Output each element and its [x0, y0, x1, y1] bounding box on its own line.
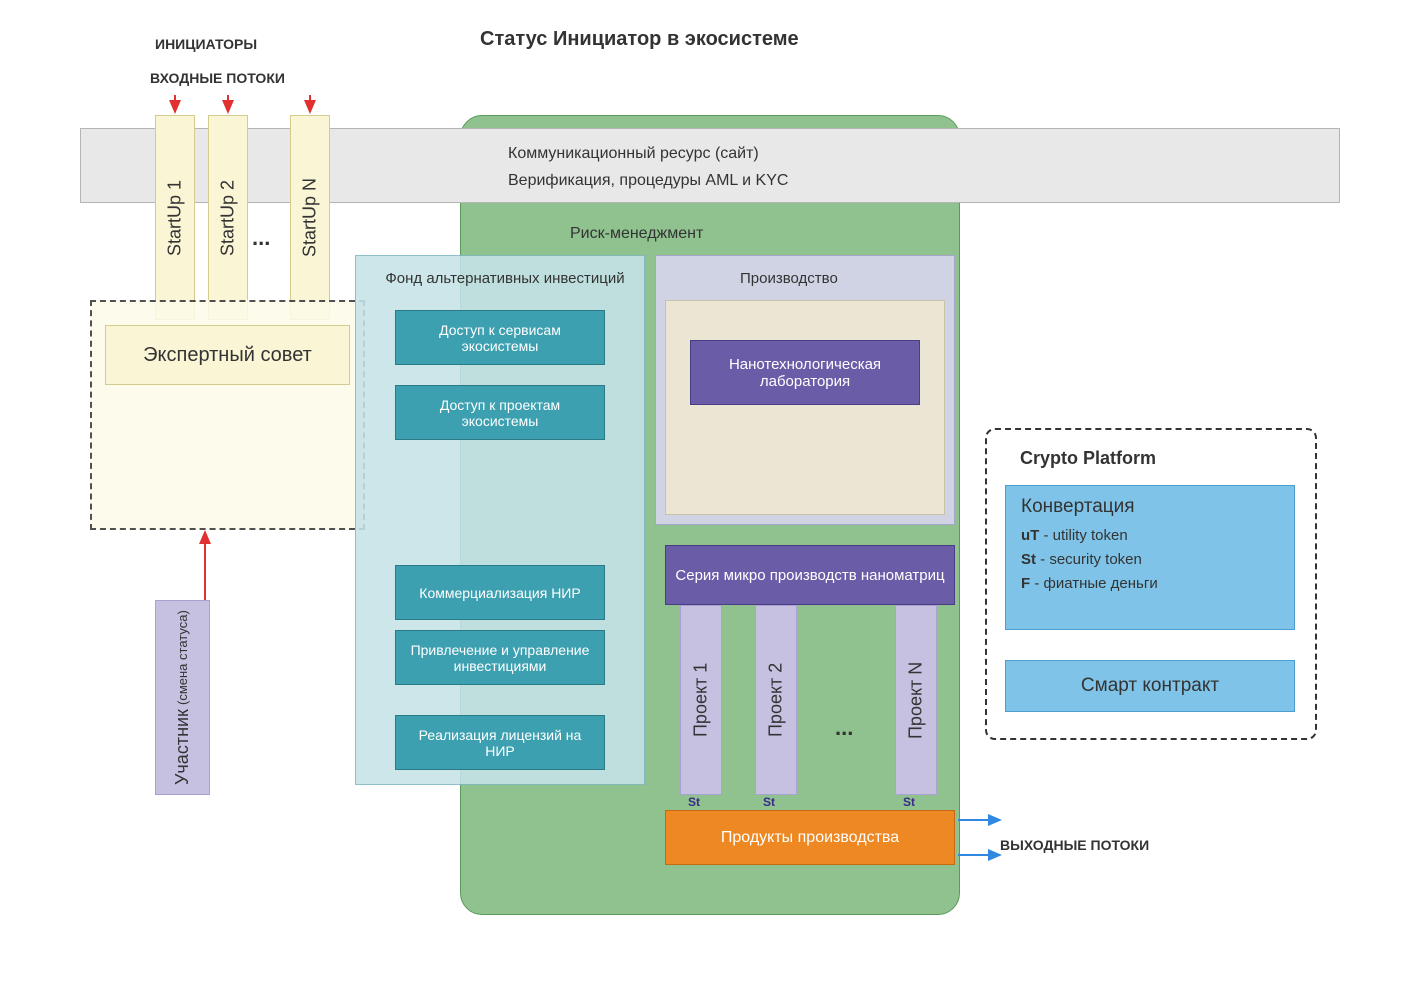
fund-item-1: Доступ к проектам экосистемы	[395, 385, 605, 440]
convert-f: F - фиатные деньги	[1021, 572, 1279, 596]
fund-title: Фонд альтернативных инвестиций	[360, 270, 650, 287]
project-box-n: Проект N	[895, 605, 937, 795]
convert-st: St - security token	[1021, 548, 1279, 572]
fund-item-3: Привлечение и управление инвестициями	[395, 630, 605, 685]
st-label-1: St	[688, 795, 700, 809]
participant-title: Участник	[172, 709, 193, 785]
fund-item-0: Доступ к сервисам экосистемы	[395, 310, 605, 365]
project-box-2: Проект 2	[755, 605, 797, 795]
production-title: Производство	[740, 270, 838, 287]
smart-contract-box: Смарт контракт	[1005, 660, 1295, 712]
output-flows-label: ВЫХОДНЫЕ ПОТОКИ	[1000, 837, 1149, 853]
production-inner	[665, 300, 945, 515]
comm-line2: Верификация, процедуры AML и KYC	[508, 172, 788, 190]
convert-box: Конвертация uT - utility token St - secu…	[1005, 485, 1295, 630]
page-title: Статус Инициатор в экосистеме	[480, 28, 799, 51]
risk-management-label: Риск-менеджмент	[570, 225, 703, 243]
startup-ellipsis: ...	[252, 225, 270, 251]
participant-box: Участник (смена статуса)	[155, 600, 210, 795]
initiators-label: ИНИЦИАТОРЫ	[155, 36, 257, 52]
micro-series-box: Серия микро производств наноматриц	[665, 545, 955, 605]
fund-item-4: Реализация лицензий на НИР	[395, 715, 605, 770]
convert-ut: uT - utility token	[1021, 524, 1279, 548]
convert-title: Конвертация	[1021, 496, 1279, 518]
products-box: Продукты производства	[665, 810, 955, 865]
project-box-1: Проект 1	[680, 605, 722, 795]
startup-box-n: StartUp N	[290, 115, 330, 320]
crypto-title: Crypto Platform	[1020, 448, 1156, 469]
input-flows-label: ВХОДНЫЕ ПОТОКИ	[150, 70, 285, 86]
startup-box-1: StartUp 1	[155, 115, 195, 320]
st-label-2: St	[763, 795, 775, 809]
expert-council-box: Экспертный совет	[105, 325, 350, 385]
comm-line1: Коммуникационный ресурс (сайт)	[508, 145, 759, 163]
participant-sub: (смена статуса)	[175, 610, 190, 705]
communication-bar	[80, 128, 1340, 203]
startup-box-2: StartUp 2	[208, 115, 248, 320]
fund-item-2: Коммерциализация НИР	[395, 565, 605, 620]
st-label-n: St	[903, 795, 915, 809]
project-ellipsis: ...	[835, 715, 853, 741]
nano-lab-box: Нанотехнологическая лаборатория	[690, 340, 920, 405]
